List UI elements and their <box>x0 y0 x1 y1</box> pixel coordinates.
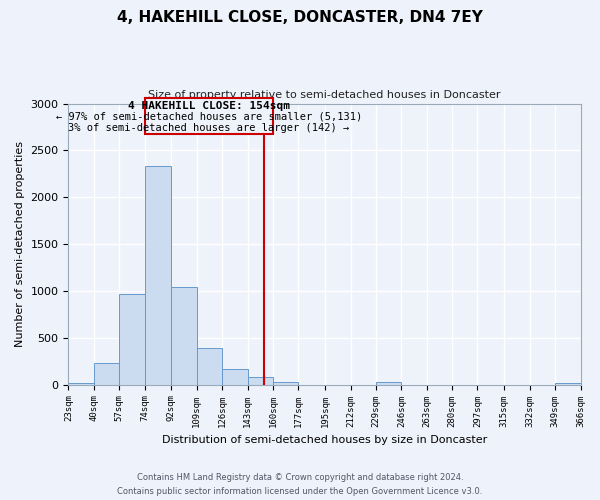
Text: Contains HM Land Registry data © Crown copyright and database right 2024.: Contains HM Land Registry data © Crown c… <box>137 473 463 482</box>
X-axis label: Distribution of semi-detached houses by size in Doncaster: Distribution of semi-detached houses by … <box>162 435 487 445</box>
Bar <box>94 363 119 384</box>
Bar <box>273 382 298 384</box>
Bar <box>376 382 401 384</box>
Text: ← 97% of semi-detached houses are smaller (5,131): ← 97% of semi-detached houses are smalle… <box>56 112 362 122</box>
Bar <box>172 287 197 384</box>
Text: 4 HAKEHILL CLOSE: 154sqm: 4 HAKEHILL CLOSE: 154sqm <box>128 101 290 111</box>
Bar <box>119 294 145 384</box>
Y-axis label: Number of semi-detached properties: Number of semi-detached properties <box>15 141 25 347</box>
Bar <box>197 348 222 385</box>
Title: Size of property relative to semi-detached houses in Doncaster: Size of property relative to semi-detach… <box>148 90 501 100</box>
Bar <box>145 166 172 384</box>
Bar <box>222 369 248 384</box>
Bar <box>555 383 581 384</box>
Text: 3% of semi-detached houses are larger (142) →: 3% of semi-detached houses are larger (1… <box>68 123 349 133</box>
Bar <box>68 383 94 384</box>
Text: 4, HAKEHILL CLOSE, DONCASTER, DN4 7EY: 4, HAKEHILL CLOSE, DONCASTER, DN4 7EY <box>117 10 483 25</box>
Bar <box>248 377 273 384</box>
Text: Contains public sector information licensed under the Open Government Licence v3: Contains public sector information licen… <box>118 486 482 496</box>
